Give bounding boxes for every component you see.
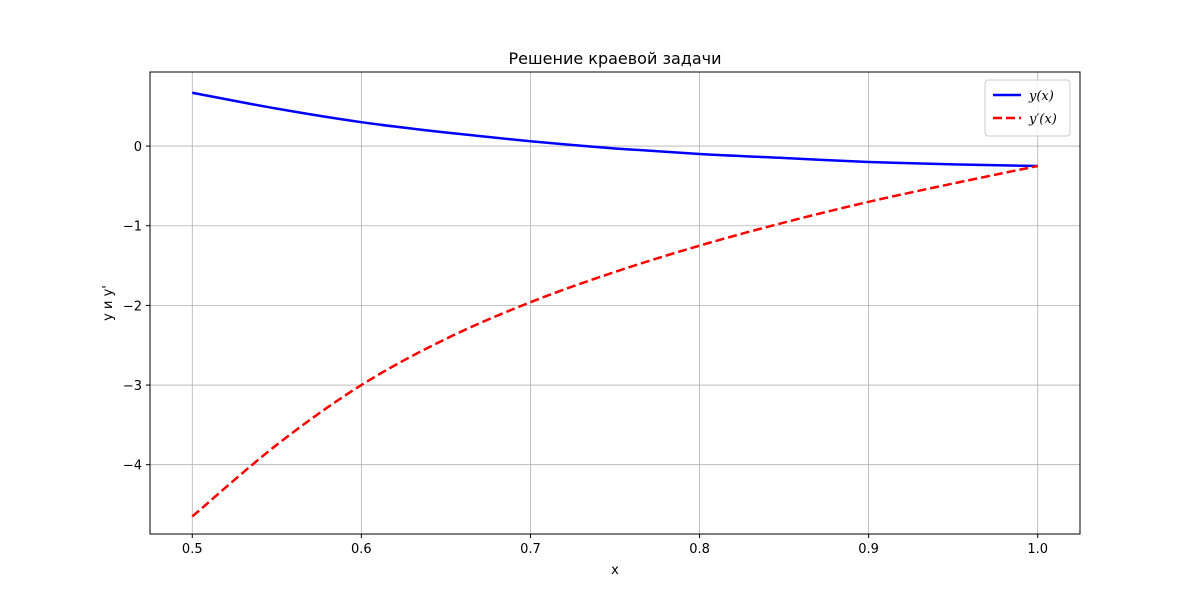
x-tick-label: 0.7 <box>520 542 541 557</box>
plot-frame <box>149 71 1081 535</box>
chart-title: Решение краевой задачи <box>509 49 722 68</box>
series-layer <box>191 91 1038 518</box>
y-tick-label: −3 <box>123 379 142 394</box>
legend: y(x) y′(x) <box>984 79 1071 137</box>
y-axis-label: y и y' <box>101 285 116 321</box>
legend-label: y′(x) <box>1028 112 1057 127</box>
legend-box <box>984 79 1071 137</box>
y-tick-label: −4 <box>123 459 142 474</box>
x-tick-label: 0.8 <box>689 542 710 557</box>
legend-label: y(x) <box>1028 89 1054 104</box>
series-line-y-prime <box>191 164 1038 518</box>
x-tick-label: 0.9 <box>858 542 879 557</box>
y-tick-label: −2 <box>123 299 142 314</box>
x-tick-label: 0.6 <box>351 542 372 557</box>
x-tick-label: 0.5 <box>182 542 203 557</box>
y-tick-label: −1 <box>123 220 142 235</box>
series-line-y <box>192 91 1038 168</box>
x-tick-label: 1.0 <box>1027 542 1048 557</box>
x-axis-label: x <box>611 563 619 578</box>
y-tick-label: 0 <box>134 140 142 155</box>
ticks: 0.5 0.6 0.7 0.8 0.9 1.0 0 −1 −2 −3 −4 <box>123 140 1048 557</box>
grid <box>150 72 1080 534</box>
